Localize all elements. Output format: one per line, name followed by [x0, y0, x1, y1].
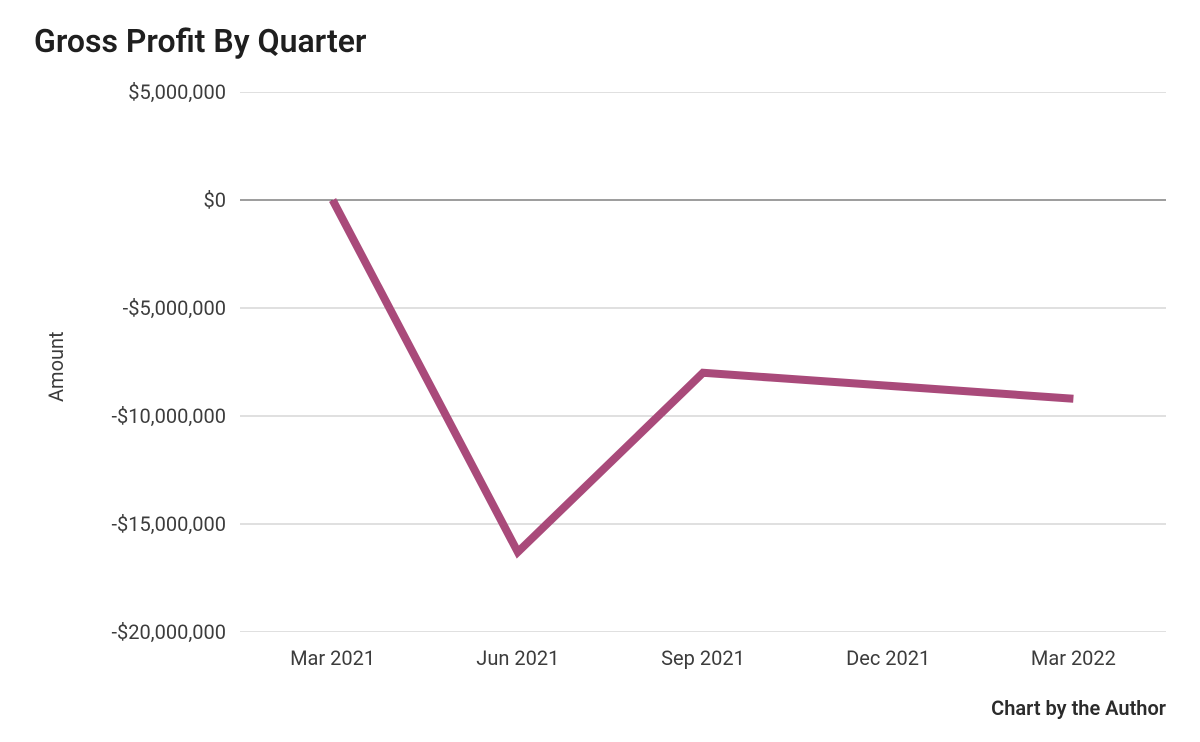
x-tick-label: Mar 2021 — [290, 646, 375, 670]
y-tick-label: -$5,000,000 — [123, 296, 226, 320]
x-tick-label: Sep 2021 — [661, 646, 745, 670]
data-line — [333, 200, 1074, 552]
y-tick-label: -$10,000,000 — [111, 404, 226, 428]
y-tick-label: -$15,000,000 — [111, 512, 226, 536]
y-axis-label: Amount — [44, 331, 68, 402]
chart-container: Gross Profit By Quarter Amount Chart by … — [0, 0, 1200, 742]
x-tick-label: Jun 2021 — [476, 646, 559, 670]
y-tick-label: -$20,000,000 — [111, 620, 226, 644]
y-tick-label: $5,000,000 — [128, 80, 226, 104]
x-tick-label: Mar 2022 — [1031, 646, 1116, 670]
chart-plot-area — [240, 92, 1166, 632]
chart-title: Gross Profit By Quarter — [34, 22, 366, 60]
y-tick-label: $0 — [204, 188, 226, 212]
x-tick-label: Dec 2021 — [846, 646, 930, 670]
chart-attribution: Chart by the Author — [991, 696, 1166, 720]
